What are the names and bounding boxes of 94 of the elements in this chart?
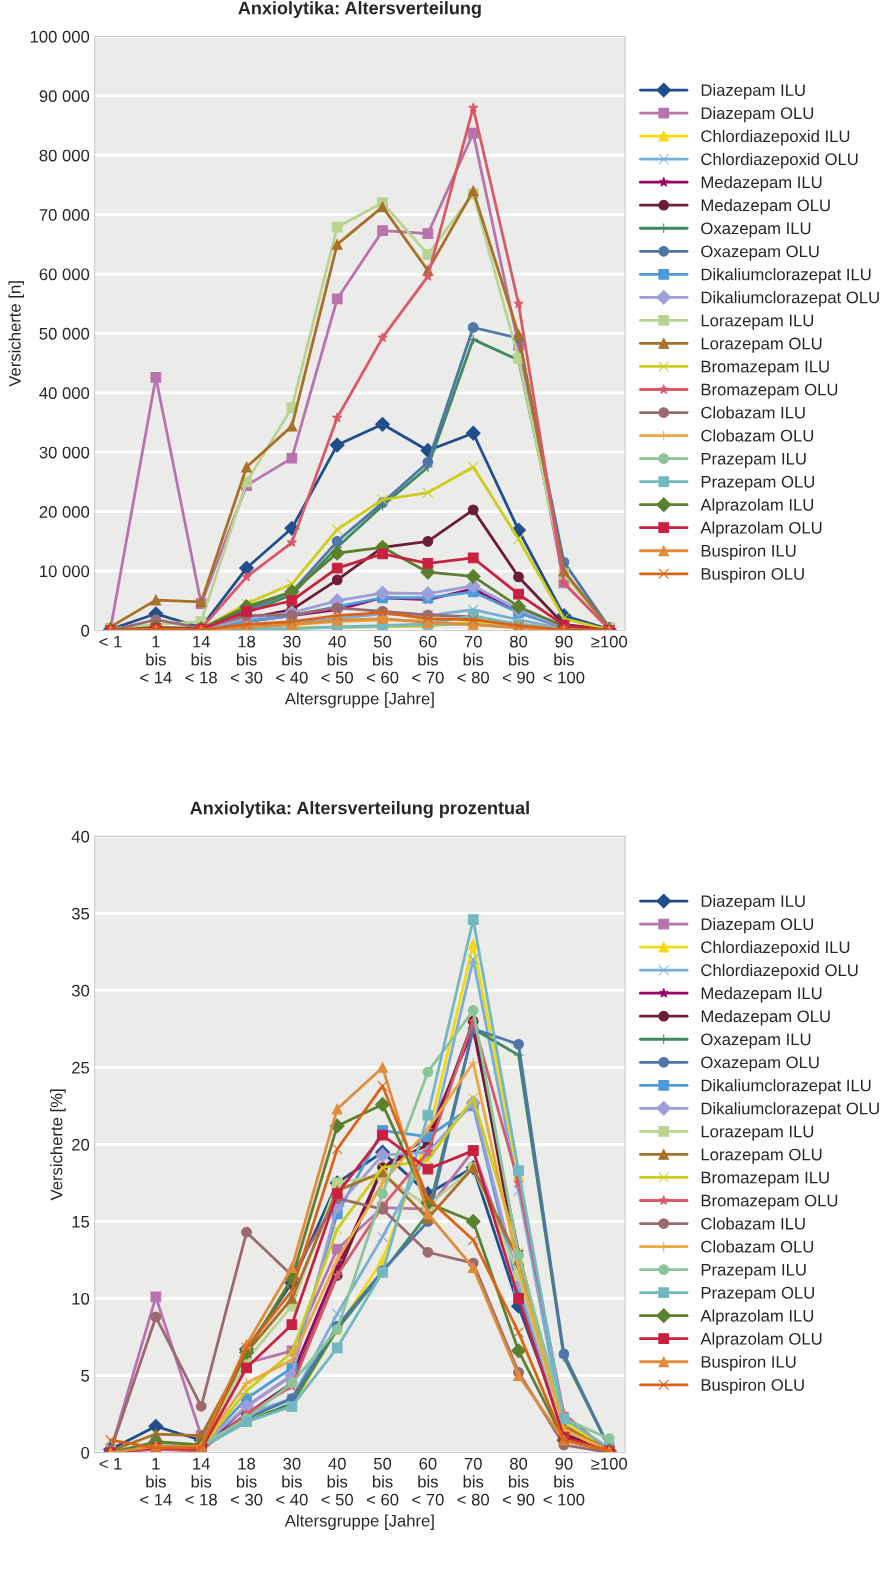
y-axis-title: Versicherte [%]	[50, 1089, 66, 1201]
y-tick-label: 20 000	[39, 506, 90, 518]
legend-label: Prazepam ILU	[701, 452, 806, 468]
y-tick-label: 80 000	[39, 149, 90, 162]
y-tick-label: 100 000	[30, 30, 90, 43]
chart-title: Anxiolytika: Altersverteilung prozentual	[190, 801, 529, 818]
x-tick-label: 1 bis < 14	[140, 635, 172, 684]
y-tick-label: 20	[72, 1138, 90, 1151]
x-tick-label: 50 bis < 60	[366, 635, 399, 684]
x-tick-label: ≥100	[591, 635, 628, 648]
legend-label: Chlordiazepoxid OLU	[701, 152, 858, 169]
y-tick-label: 25	[72, 1061, 90, 1074]
y-tick-label: 50 000	[39, 327, 90, 340]
x-tick-label: < 1	[99, 635, 122, 648]
legend-label: Alprazolam ILU	[700, 1309, 814, 1325]
legend-label: Bromazepam OLU	[701, 383, 838, 399]
legend-label: Diazepam ILU	[701, 894, 805, 911]
x-tick-label: 90 bis < 100	[543, 1457, 585, 1506]
legend-label: Alprazolam ILU	[700, 498, 814, 514]
legend-label: Medazepam OLU	[701, 198, 830, 215]
legend-label: Oxazepam ILU	[701, 222, 811, 238]
legend-label: Dikaliumclorazepat OLU	[701, 291, 879, 307]
x-tick-label: < 1	[99, 1458, 122, 1470]
y-tick-label: 30 000	[39, 446, 90, 459]
x-tick-label: 1 bis < 14	[140, 1458, 172, 1506]
x-tick-label: 80 bis < 90	[502, 635, 535, 684]
legend-label: Diazepam OLU	[701, 106, 814, 123]
x-tick-label: 30 bis < 40	[276, 1457, 308, 1506]
legend-label: Buspiron OLU	[701, 567, 804, 584]
legend-label: Buspiron ILU	[701, 544, 796, 561]
x-tick-label: 60 bis < 70	[412, 1457, 444, 1506]
x-tick-label: 14 bis < 18	[185, 1458, 217, 1506]
x-tick-label: 40 bis < 50	[321, 1457, 354, 1506]
legend-label: Bromazepam ILU	[701, 360, 829, 376]
legend-label: Bromazepam OLU	[701, 1194, 838, 1210]
legend-label: Medazepam ILU	[701, 175, 822, 192]
x-tick-label: 60 bis < 70	[412, 635, 444, 684]
x-axis-title: Altersgruppe [Jahre]	[284, 692, 434, 708]
legend-label: Chlordiazepoxid ILU	[701, 940, 850, 957]
legend-label: Chlordiazepoxid ILU	[701, 129, 850, 146]
x-tick-label: ≥100	[591, 1457, 628, 1470]
x-tick-label: 70 bis < 80	[457, 635, 490, 684]
y-tick-label: 40	[71, 830, 90, 843]
x-tick-label: 18 bis < 30	[230, 1457, 263, 1506]
x-tick-label: 50 bis < 60	[366, 1457, 399, 1506]
x-tick-label: 18 bis < 30	[230, 635, 263, 684]
y-tick-label: 60 000	[39, 268, 90, 281]
legend-label: Medazepam OLU	[701, 1009, 830, 1026]
legend-label: Lorazepam ILU	[701, 1125, 814, 1141]
y-tick-label: 0	[81, 624, 90, 637]
legend-label: Buspiron OLU	[701, 1378, 804, 1395]
legend-label: Alprazolam OLU	[700, 1332, 822, 1349]
y-tick-label: 35	[71, 907, 90, 920]
legend-label: Clobazam ILU	[701, 1217, 805, 1230]
y-tick-label: 30	[71, 984, 90, 997]
y-tick-label: 90 000	[39, 90, 90, 103]
legend-label: Alprazolam OLU	[700, 521, 822, 538]
x-axis-title: Altersgruppe [Jahre]	[284, 1514, 434, 1530]
legend-label: Dikaliumclorazepat ILU	[701, 268, 871, 284]
y-tick-label: 70 000	[39, 209, 90, 221]
y-tick-label: 10 000	[40, 565, 90, 578]
y-tick-label: 40 000	[39, 387, 90, 400]
legend-label: Clobazam ILU	[701, 406, 805, 419]
legend-label: Oxazepam OLU	[701, 245, 819, 261]
x-tick-label: 80 bis < 90	[502, 1457, 535, 1506]
y-tick-label: 15	[72, 1216, 90, 1228]
y-tick-label: 5	[81, 1370, 90, 1382]
legend-label: Bromazepam ILU	[701, 1171, 829, 1187]
legend-label: Prazepam OLU	[701, 1286, 814, 1302]
y-tick-label: 0	[81, 1446, 90, 1459]
legend-label: Lorazepam OLU	[701, 337, 822, 353]
x-tick-label: 70 bis < 80	[457, 1457, 490, 1506]
y-tick-label: 10	[72, 1292, 90, 1305]
x-tick-label: 90 bis < 100	[543, 635, 585, 684]
legend-label: Dikaliumclorazepat ILU	[701, 1079, 871, 1095]
legend-label: Chlordiazepoxid OLU	[701, 963, 858, 980]
legend-label: Diazepam ILU	[701, 83, 805, 100]
legend-label: Oxazepam OLU	[701, 1056, 819, 1072]
legend-label: Prazepam ILU	[701, 1263, 806, 1279]
chart-title: Anxiolytika: Altersverteilung	[238, 1, 481, 19]
legend-label: Diazepam OLU	[701, 917, 814, 934]
x-tick-label: 40 bis < 50	[321, 635, 354, 684]
y-axis-title: Versicherte [n]	[8, 281, 24, 387]
legend-label: Lorazepam OLU	[701, 1148, 822, 1164]
legend-label: Lorazepam ILU	[701, 314, 814, 330]
legend-label: Clobazam OLU	[701, 1240, 814, 1253]
legend-label: Clobazam OLU	[701, 429, 814, 442]
legend-label: Buspiron ILU	[701, 1355, 796, 1372]
x-tick-label: 14 bis < 18	[185, 635, 217, 684]
legend-label: Oxazepam ILU	[701, 1033, 811, 1049]
x-tick-label: 30 bis < 40	[276, 635, 308, 684]
legend-label: Medazepam ILU	[701, 986, 822, 1003]
legend-label: Dikaliumclorazepat OLU	[701, 1102, 879, 1118]
legend-label: Prazepam OLU	[701, 475, 814, 491]
